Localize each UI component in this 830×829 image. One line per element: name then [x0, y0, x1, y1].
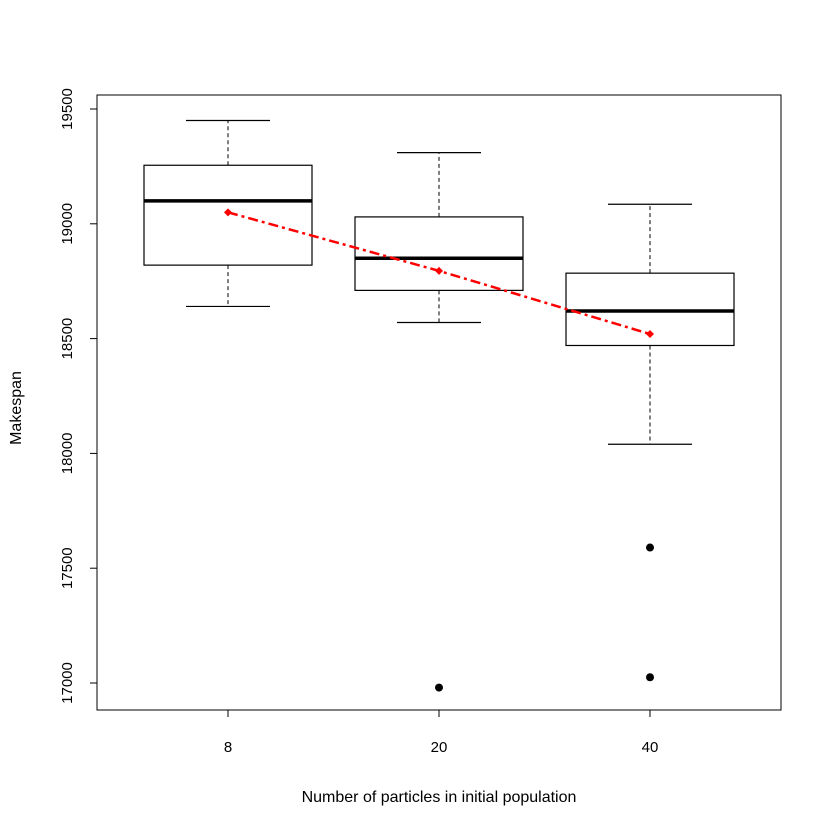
x-tick-label: 8 — [224, 739, 232, 756]
mean-point — [646, 330, 654, 339]
x-tick-label: 40 — [642, 739, 659, 756]
y-axis-label: Makespan — [8, 371, 25, 445]
box-iqr — [354, 216, 524, 291]
axes: 17000 17500 18000 18500 19000 19500 8 20 40 — [59, 88, 782, 756]
y-tick-label: 17000 — [59, 662, 76, 704]
plot-area — [143, 119, 735, 692]
y-tick-label: 18500 — [59, 318, 76, 360]
y-tick-label: 18000 — [59, 433, 76, 475]
y-tick-label: 19500 — [59, 88, 76, 130]
mean-point — [435, 266, 443, 275]
outlier-point — [646, 543, 654, 552]
x-axis-label: Number of particles in initial populatio… — [302, 789, 577, 806]
y-tick-label: 17500 — [59, 547, 76, 589]
y-tick-label: 19000 — [59, 203, 76, 245]
outlier-point — [646, 673, 654, 682]
box-group-20 — [354, 152, 524, 692]
mean-point — [224, 208, 232, 217]
outlier-point — [435, 683, 443, 692]
x-tick-label: 20 — [431, 739, 448, 756]
box-group-40 — [565, 203, 735, 682]
